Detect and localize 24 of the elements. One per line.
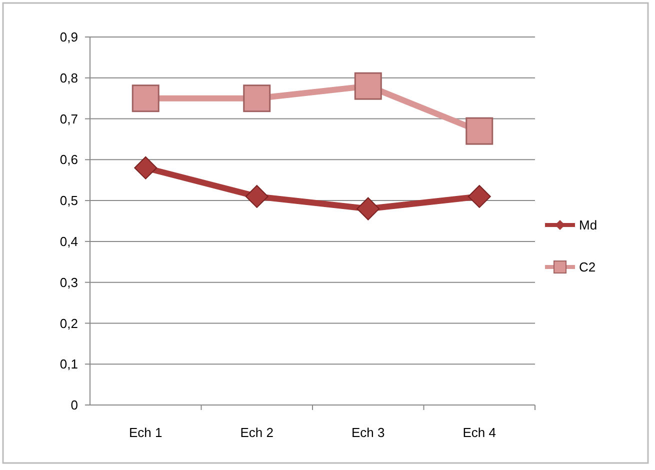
legend-label: C2 [579, 260, 596, 275]
x-tick-label: Ech 4 [462, 425, 496, 440]
y-tick-label: 0,4 [60, 234, 78, 249]
point [468, 184, 491, 208]
point [134, 156, 158, 180]
y-tick-label: 0 [70, 398, 78, 413]
x-tick-label: Ech 1 [129, 425, 162, 440]
y-tick-label: 0,8 [60, 70, 78, 86]
legend-label: Md [579, 218, 598, 233]
point [356, 197, 380, 220]
y-tick-label: 0,3 [60, 274, 78, 290]
point [354, 72, 382, 100]
y-tick-label: 0,6 [60, 152, 78, 168]
y-tick-label: 0,5 [60, 193, 78, 208]
y-tick-label: 0,2 [60, 316, 78, 331]
y-tick-label: 0,1 [60, 356, 78, 372]
y-tick-label: 0,9 [60, 30, 78, 45]
point [466, 117, 494, 145]
x-tick-label: Ech 2 [240, 425, 274, 440]
point [243, 84, 271, 112]
y-tick-label: 0,7 [60, 111, 78, 126]
x-tick-label: Ech 3 [352, 425, 385, 440]
point [245, 184, 268, 208]
point [132, 84, 160, 112]
